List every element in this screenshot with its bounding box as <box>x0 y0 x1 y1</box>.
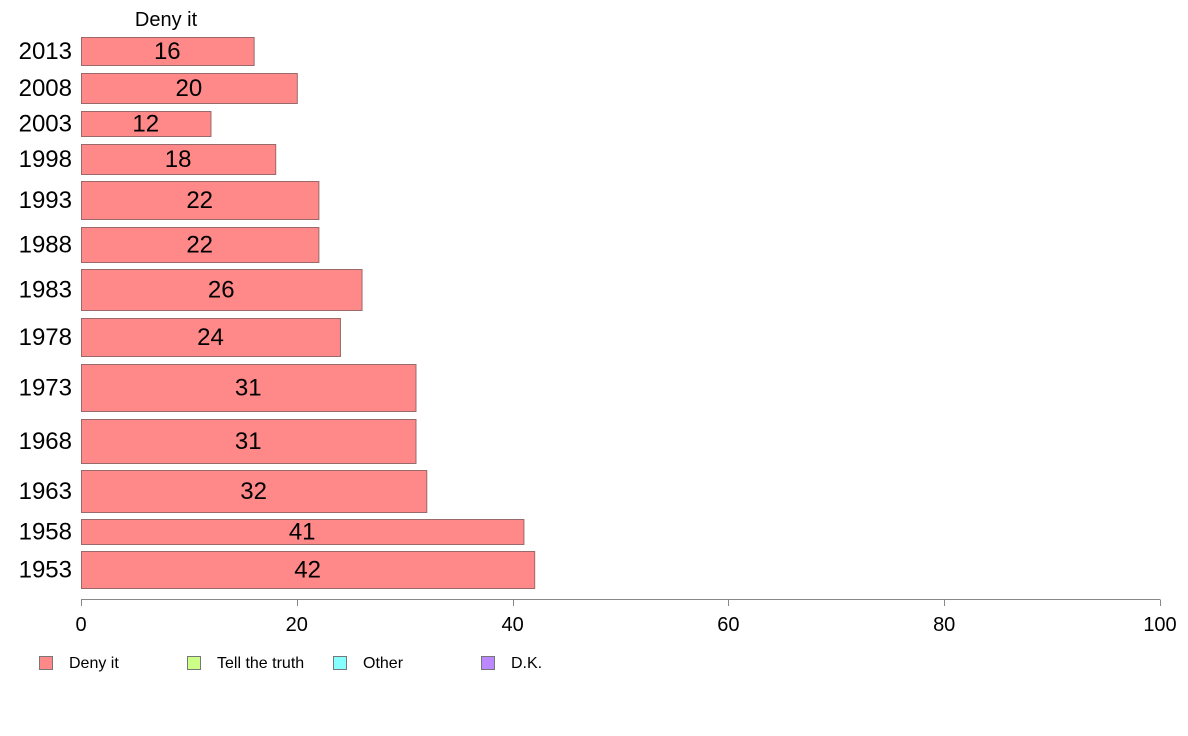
year-label-1958: 1958 <box>19 519 72 546</box>
x-tick-label-80: 80 <box>933 614 955 636</box>
bar-1993 <box>81 181 320 220</box>
year-label-1993: 1993 <box>19 187 72 214</box>
legend-label-1: Tell the truth <box>217 655 304 672</box>
bar-1958 <box>81 519 525 545</box>
year-label-1998: 1998 <box>19 146 72 173</box>
x-tick-label-0: 0 <box>75 614 86 636</box>
value-label-1973: 31 <box>235 375 262 402</box>
year-label-1968: 1968 <box>19 428 72 455</box>
legend-label-2: Other <box>363 655 404 672</box>
bar-2013 <box>81 37 255 66</box>
legend-label-0: Deny it <box>69 655 119 672</box>
legend-swatch-3 <box>481 656 495 670</box>
value-label-2013: 16 <box>154 38 181 65</box>
bar-1968 <box>81 419 417 464</box>
x-tick-label-40: 40 <box>501 614 523 636</box>
year-label-1978: 1978 <box>19 324 72 351</box>
value-label-1963: 32 <box>240 478 267 505</box>
value-label-2003: 12 <box>132 111 159 138</box>
bar-2003 <box>81 111 212 137</box>
year-label-1963: 1963 <box>19 478 72 505</box>
legend-swatch-1 <box>187 656 201 670</box>
value-label-1988: 22 <box>186 232 213 259</box>
value-label-1953: 42 <box>294 557 321 584</box>
legend: Deny it Tell the truth Other D.K. <box>39 655 542 672</box>
value-label-1998: 18 <box>165 146 192 173</box>
value-label-2008: 20 <box>176 75 203 102</box>
value-label-1968: 31 <box>235 428 262 455</box>
bar-1988 <box>81 227 320 263</box>
x-axis-ticks: 0 20 40 60 80 100 <box>75 599 1177 636</box>
year-label-2013: 2013 <box>19 38 72 65</box>
year-label-1953: 1953 <box>19 557 72 584</box>
bars-group <box>81 37 536 589</box>
x-tick-label-100: 100 <box>1143 614 1176 636</box>
year-label-2003: 2003 <box>19 111 72 138</box>
bar-1983 <box>81 269 363 311</box>
value-label-1983: 26 <box>208 277 235 304</box>
value-label-1958: 41 <box>289 519 316 546</box>
bar-2008 <box>81 73 298 104</box>
x-tick-label-60: 60 <box>717 614 739 636</box>
year-label-1983: 1983 <box>19 277 72 304</box>
legend-swatch-2 <box>333 656 347 670</box>
legend-swatch-0 <box>39 656 53 670</box>
bar-1978 <box>81 318 341 357</box>
x-tick-label-20: 20 <box>286 614 308 636</box>
bar-1953 <box>81 551 536 589</box>
panel-title: Deny it <box>135 9 198 31</box>
legend-label-3: D.K. <box>511 655 542 672</box>
bar-1998 <box>81 144 277 175</box>
value-label-1993: 22 <box>186 187 213 214</box>
year-label-2008: 2008 <box>19 75 72 102</box>
year-label-1988: 1988 <box>19 232 72 259</box>
bar-1973 <box>81 364 417 412</box>
year-labels-group: 2013 2008 2003 1998 1993 1988 1983 1978 1973 1968… <box>19 38 72 584</box>
year-label-1973: 1973 <box>19 375 72 402</box>
bar-1963 <box>81 470 428 513</box>
value-label-1978: 24 <box>197 324 224 351</box>
